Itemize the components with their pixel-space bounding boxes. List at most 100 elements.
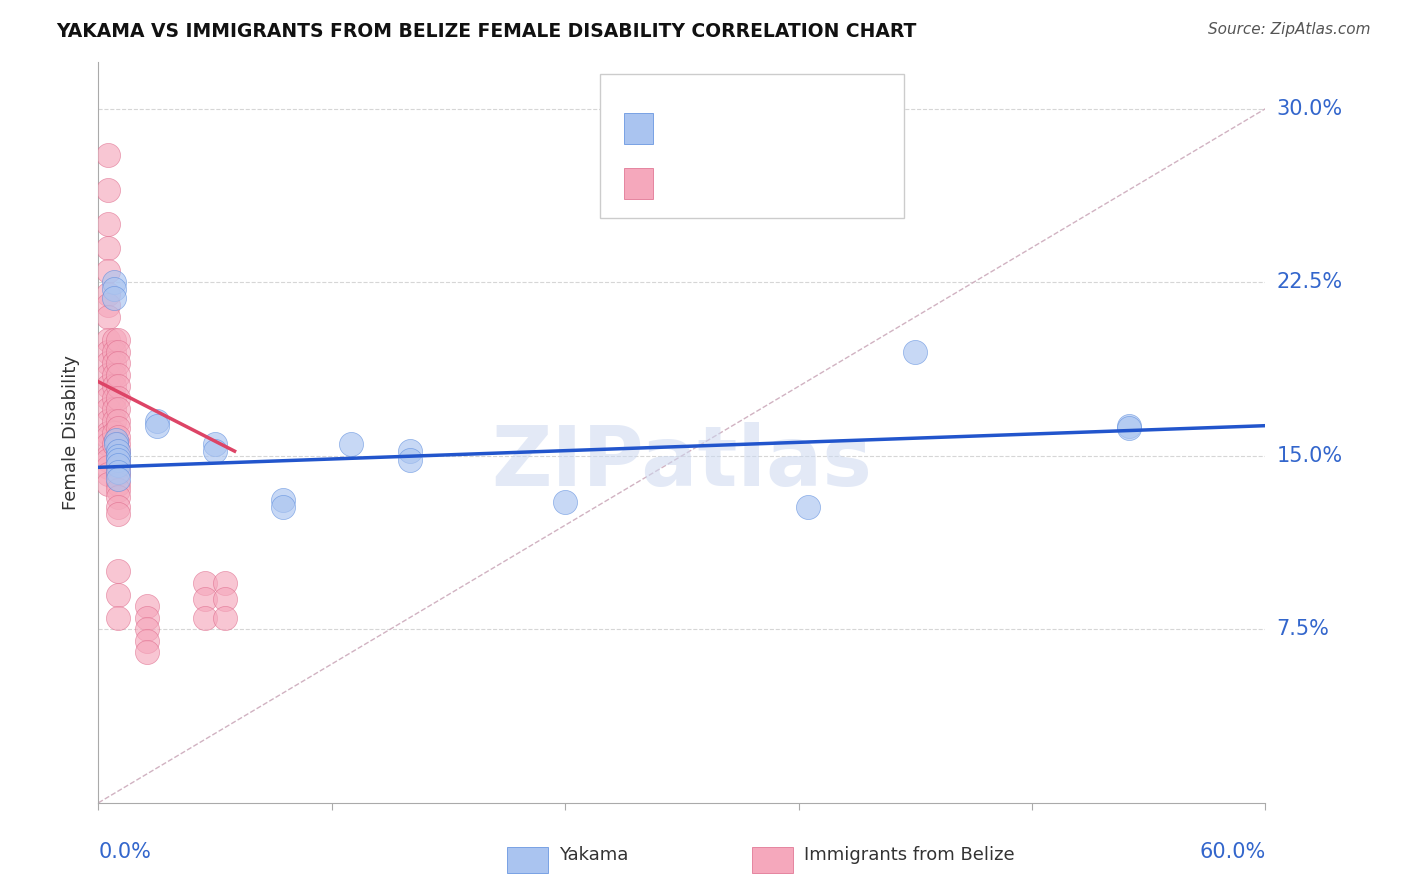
Point: [97, 437, 120, 451]
Text: 60.0%: 60.0%: [1199, 842, 1265, 862]
Text: Source: ZipAtlas.com: Source: ZipAtlas.com: [1208, 22, 1371, 37]
Point: [97, 449, 120, 463]
Text: 30.0%: 30.0%: [1277, 99, 1343, 119]
Point: [204, 437, 226, 451]
Point: [107, 379, 129, 393]
Point: [97, 402, 120, 417]
Point: [271, 500, 294, 514]
Text: 15.0%: 15.0%: [1277, 446, 1343, 466]
Point: [103, 437, 125, 451]
Point: [97, 425, 120, 440]
Point: [97, 240, 120, 255]
Point: [107, 565, 129, 579]
Point: [97, 356, 120, 370]
Point: [107, 458, 129, 472]
Point: [107, 444, 129, 458]
Point: [97, 148, 120, 162]
Point: [797, 500, 820, 514]
Point: [107, 444, 129, 458]
Point: [107, 414, 129, 428]
Point: [97, 368, 120, 382]
Point: [107, 453, 129, 467]
Point: [107, 391, 129, 405]
Point: [146, 414, 169, 428]
Text: Immigrants from Belize: Immigrants from Belize: [804, 846, 1015, 863]
Point: [340, 437, 363, 451]
Point: [107, 465, 129, 479]
Point: [194, 610, 217, 624]
FancyBboxPatch shape: [624, 112, 652, 144]
Point: [107, 610, 129, 624]
Point: [97, 414, 120, 428]
Point: [136, 633, 159, 648]
Point: [398, 453, 420, 467]
Text: R = 0.087   N = 68: R = 0.087 N = 68: [665, 170, 835, 188]
Point: [1118, 418, 1140, 433]
Point: [103, 292, 125, 306]
Point: [104, 433, 127, 447]
Point: [97, 286, 120, 301]
Point: [97, 460, 120, 475]
Text: 0.0%: 0.0%: [98, 842, 152, 862]
Point: [107, 356, 129, 370]
Point: [107, 472, 129, 486]
Point: [107, 368, 129, 382]
Point: [97, 218, 120, 232]
Text: 22.5%: 22.5%: [1277, 272, 1343, 293]
Text: Yakama: Yakama: [560, 846, 628, 863]
Point: [214, 592, 236, 607]
Point: [97, 391, 120, 405]
Point: [107, 437, 129, 451]
Point: [103, 425, 125, 440]
Point: [107, 344, 129, 359]
Point: [103, 275, 125, 289]
Point: [103, 282, 125, 296]
Point: [146, 418, 169, 433]
Point: [136, 622, 159, 636]
Point: [107, 476, 129, 491]
Point: [107, 453, 129, 467]
Point: [554, 495, 576, 509]
Point: [97, 298, 120, 312]
Point: [103, 414, 125, 428]
Point: [97, 467, 120, 482]
Point: [107, 491, 129, 505]
FancyBboxPatch shape: [752, 847, 793, 873]
Point: [107, 500, 129, 514]
Point: [904, 344, 927, 359]
Point: [204, 444, 226, 458]
Point: [136, 610, 159, 624]
Point: [103, 333, 125, 347]
FancyBboxPatch shape: [624, 169, 652, 200]
Point: [107, 430, 129, 444]
Point: [107, 402, 129, 417]
Point: [107, 588, 129, 602]
Y-axis label: Female Disability: Female Disability: [62, 355, 80, 510]
Point: [97, 333, 120, 347]
Point: [214, 576, 236, 591]
Point: [194, 592, 217, 607]
Point: [398, 444, 420, 458]
Point: [214, 610, 236, 624]
Point: [107, 460, 129, 475]
FancyBboxPatch shape: [600, 73, 904, 218]
Point: [103, 379, 125, 393]
FancyBboxPatch shape: [508, 847, 548, 873]
Point: [97, 183, 120, 197]
Point: [136, 645, 159, 659]
Text: R =  0.126   N = 25: R = 0.126 N = 25: [665, 115, 841, 133]
Point: [107, 507, 129, 521]
Point: [107, 467, 129, 482]
Point: [97, 344, 120, 359]
Point: [97, 430, 120, 444]
Point: [104, 437, 127, 451]
Point: [107, 421, 129, 435]
Point: [97, 453, 120, 467]
Point: [97, 310, 120, 324]
Point: [103, 402, 125, 417]
Point: [103, 356, 125, 370]
Point: [107, 333, 129, 347]
Point: [107, 449, 129, 463]
Point: [271, 492, 294, 507]
Point: [103, 391, 125, 405]
